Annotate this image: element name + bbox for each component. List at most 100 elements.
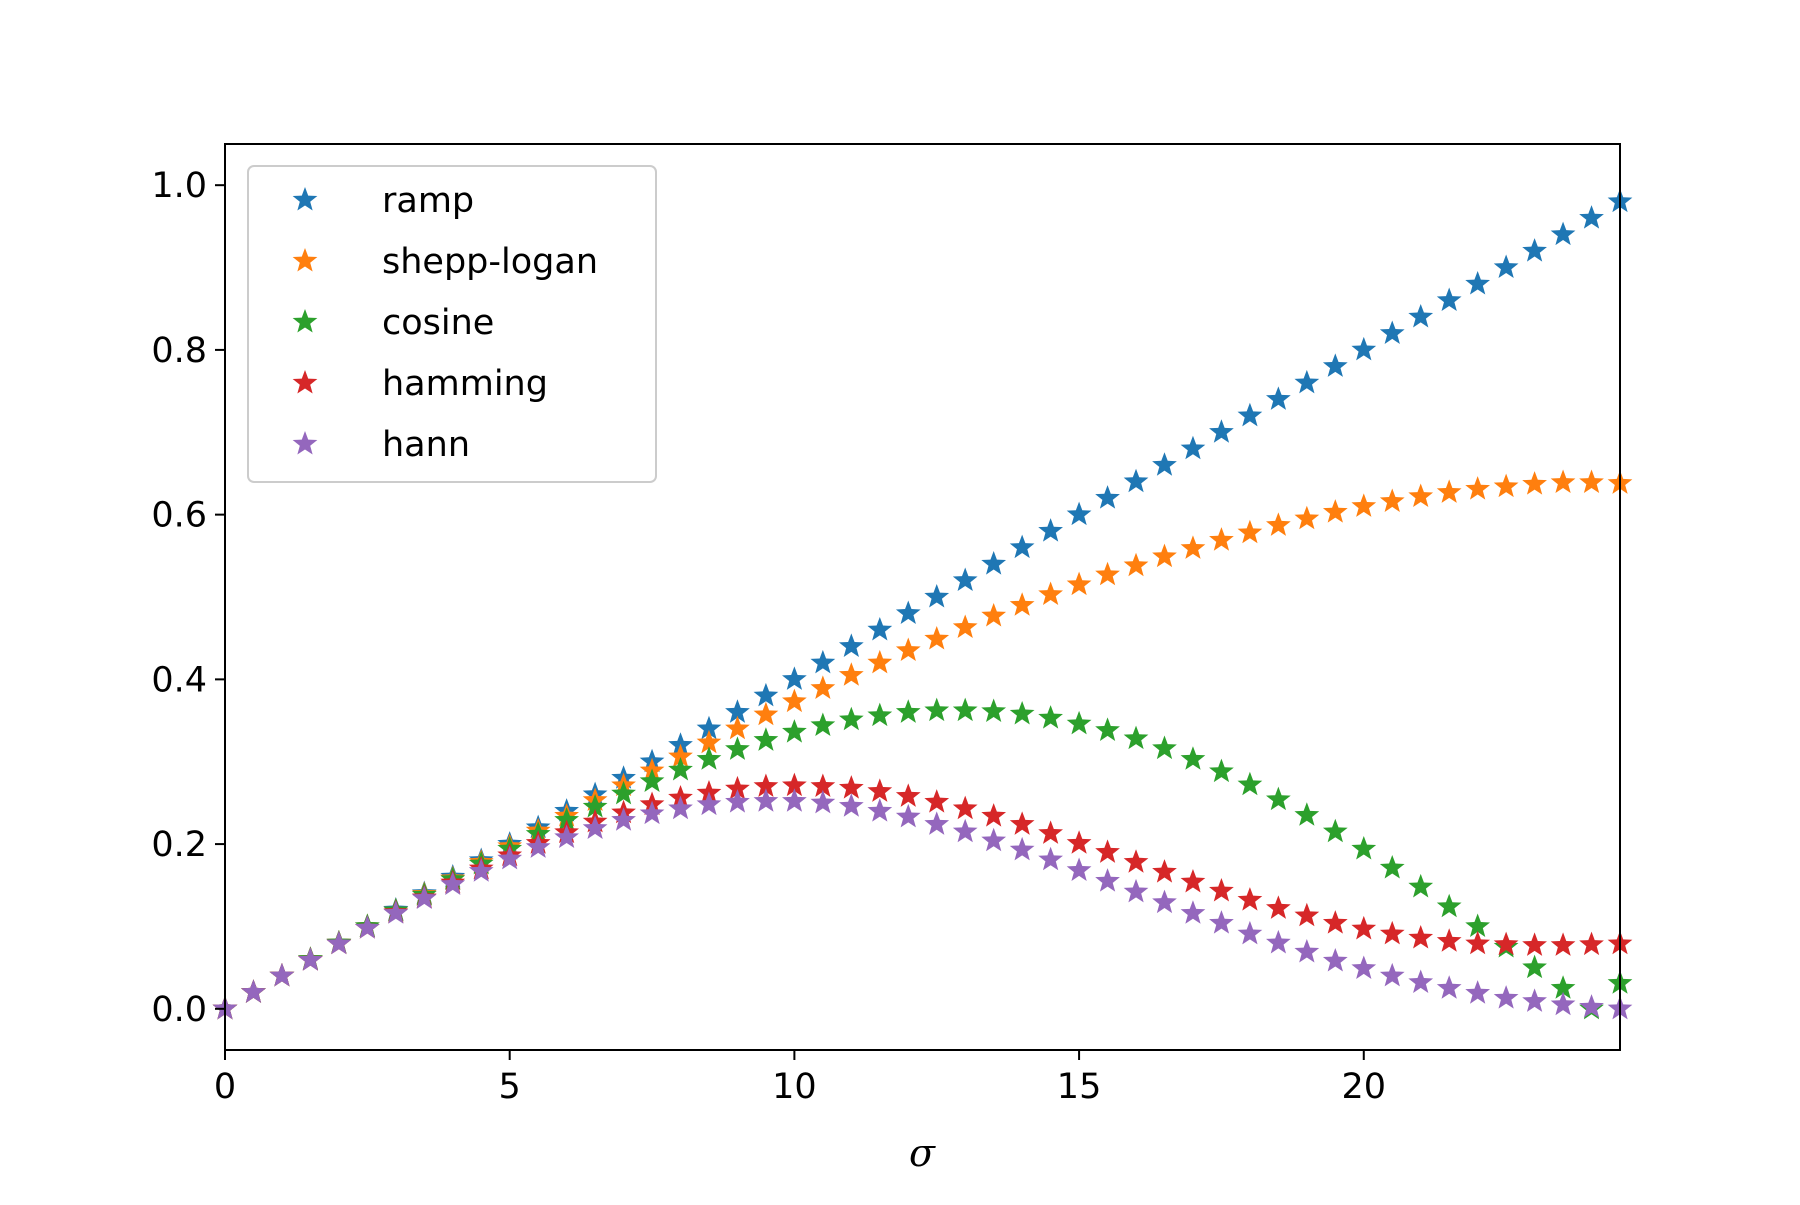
point-ramp-22 — [838, 633, 864, 657]
point-shepp-logan-39 — [1322, 499, 1348, 523]
point-shepp-logan-36 — [1237, 519, 1263, 544]
point-ramp-40 — [1351, 336, 1377, 361]
point-hann-20 — [782, 788, 807, 812]
point-hann-3 — [298, 947, 323, 971]
point-ramp-34 — [1180, 435, 1206, 460]
point-shepp-logan-33 — [1152, 543, 1177, 568]
point-hann-18 — [725, 789, 750, 813]
legend-item-hann: hann — [292, 425, 470, 465]
point-shepp-logan-41 — [1379, 488, 1405, 512]
point-ramp-28 — [1009, 534, 1035, 559]
point-cosine-35 — [1209, 758, 1234, 783]
point-ramp-20 — [782, 666, 807, 690]
point-hann-47 — [1550, 991, 1576, 1016]
point-hann-4 — [326, 930, 352, 955]
point-hamming-31 — [1095, 839, 1120, 863]
point-hann-43 — [1436, 975, 1462, 999]
point-hann-30 — [1066, 857, 1092, 881]
point-cosine-20 — [782, 719, 807, 743]
point-shepp-logan-27 — [981, 602, 1007, 627]
point-hann-24 — [895, 803, 921, 828]
legend-item-shepp-logan: shepp-logan — [292, 242, 598, 282]
point-cosine-28 — [1009, 700, 1035, 725]
point-ramp-39 — [1322, 353, 1348, 377]
y-tick-label: 0.2 — [151, 825, 207, 865]
point-hann-15 — [639, 800, 665, 825]
point-cosine-23 — [867, 702, 893, 727]
legend-label: ramp — [382, 181, 474, 221]
point-hann-23 — [867, 798, 893, 822]
point-cosine-26 — [952, 697, 978, 722]
point-ramp-33 — [1152, 452, 1177, 476]
point-shepp-logan-21 — [810, 675, 836, 699]
legend: ramp shepp-logan cosine hamming hann — [247, 165, 657, 483]
point-ramp-37 — [1266, 386, 1291, 410]
point-shepp-logan-17 — [696, 729, 722, 754]
point-cosine-34 — [1180, 746, 1206, 770]
point-ramp-18 — [725, 699, 750, 723]
point-shepp-logan-28 — [1009, 592, 1035, 616]
point-shepp-logan-40 — [1351, 493, 1377, 517]
point-ramp-30 — [1066, 501, 1092, 526]
point-hann-34 — [1180, 900, 1206, 924]
point-shepp-logan-48 — [1579, 469, 1604, 494]
x-axis-ticks: 0 5 10 15 20 — [214, 1050, 1386, 1107]
point-ramp-19 — [753, 682, 779, 707]
point-ramp-44 — [1465, 271, 1491, 295]
point-hann-40 — [1351, 955, 1377, 979]
y-tick-label: 0.4 — [151, 660, 207, 700]
point-shepp-logan-19 — [753, 701, 779, 726]
point-shepp-logan-30 — [1066, 571, 1092, 596]
point-hamming-22 — [838, 775, 864, 799]
point-shepp-logan-16 — [668, 743, 693, 768]
point-hann-38 — [1294, 938, 1320, 963]
point-hann-29 — [1038, 846, 1063, 871]
point-hann-13 — [582, 815, 608, 839]
y-tick-label: 0.8 — [151, 331, 207, 371]
point-hann-45 — [1493, 985, 1519, 1009]
point-shepp-logan-22 — [838, 662, 864, 686]
point-ramp-23 — [867, 616, 893, 641]
point-hamming-30 — [1066, 830, 1092, 854]
point-hamming-40 — [1351, 915, 1377, 940]
point-shepp-logan-37 — [1266, 512, 1291, 536]
point-hann-36 — [1237, 920, 1263, 945]
point-cosine-30 — [1066, 710, 1092, 735]
point-shepp-logan-23 — [867, 649, 893, 674]
point-hamming-44 — [1465, 930, 1491, 955]
point-shepp-logan-42 — [1408, 483, 1434, 508]
point-ramp-35 — [1209, 419, 1234, 443]
point-cosine-39 — [1322, 818, 1348, 843]
point-hann-10 — [497, 845, 523, 870]
point-hamming-35 — [1209, 878, 1234, 902]
point-cosine-25 — [924, 697, 950, 722]
point-cosine-43 — [1436, 893, 1462, 918]
point-ramp-46 — [1522, 238, 1547, 262]
point-hamming-45 — [1493, 931, 1519, 956]
point-hann-6 — [383, 900, 409, 924]
legend-label: hamming — [382, 364, 548, 404]
point-cosine-38 — [1294, 802, 1320, 826]
point-shepp-logan-44 — [1465, 476, 1491, 500]
legend-item-hamming: hamming — [292, 364, 548, 404]
y-tick-label: 0.6 — [151, 496, 207, 536]
legend-marker — [292, 370, 318, 394]
point-hann-8 — [440, 871, 466, 895]
point-ramp-38 — [1294, 369, 1320, 394]
point-shepp-logan-35 — [1209, 527, 1234, 551]
point-hamming-41 — [1379, 920, 1405, 945]
point-hamming-43 — [1436, 928, 1462, 952]
point-ramp-31 — [1095, 485, 1120, 509]
point-hamming-47 — [1550, 932, 1576, 956]
point-cosine-32 — [1123, 725, 1149, 750]
point-hamming-33 — [1152, 859, 1177, 883]
point-hann-11 — [525, 834, 551, 858]
point-ramp-45 — [1493, 254, 1519, 279]
point-hann-37 — [1266, 929, 1291, 954]
series-hann — [212, 788, 1633, 1020]
point-hann-41 — [1379, 962, 1405, 987]
legend-box — [247, 165, 657, 483]
point-hann-28 — [1009, 836, 1035, 861]
